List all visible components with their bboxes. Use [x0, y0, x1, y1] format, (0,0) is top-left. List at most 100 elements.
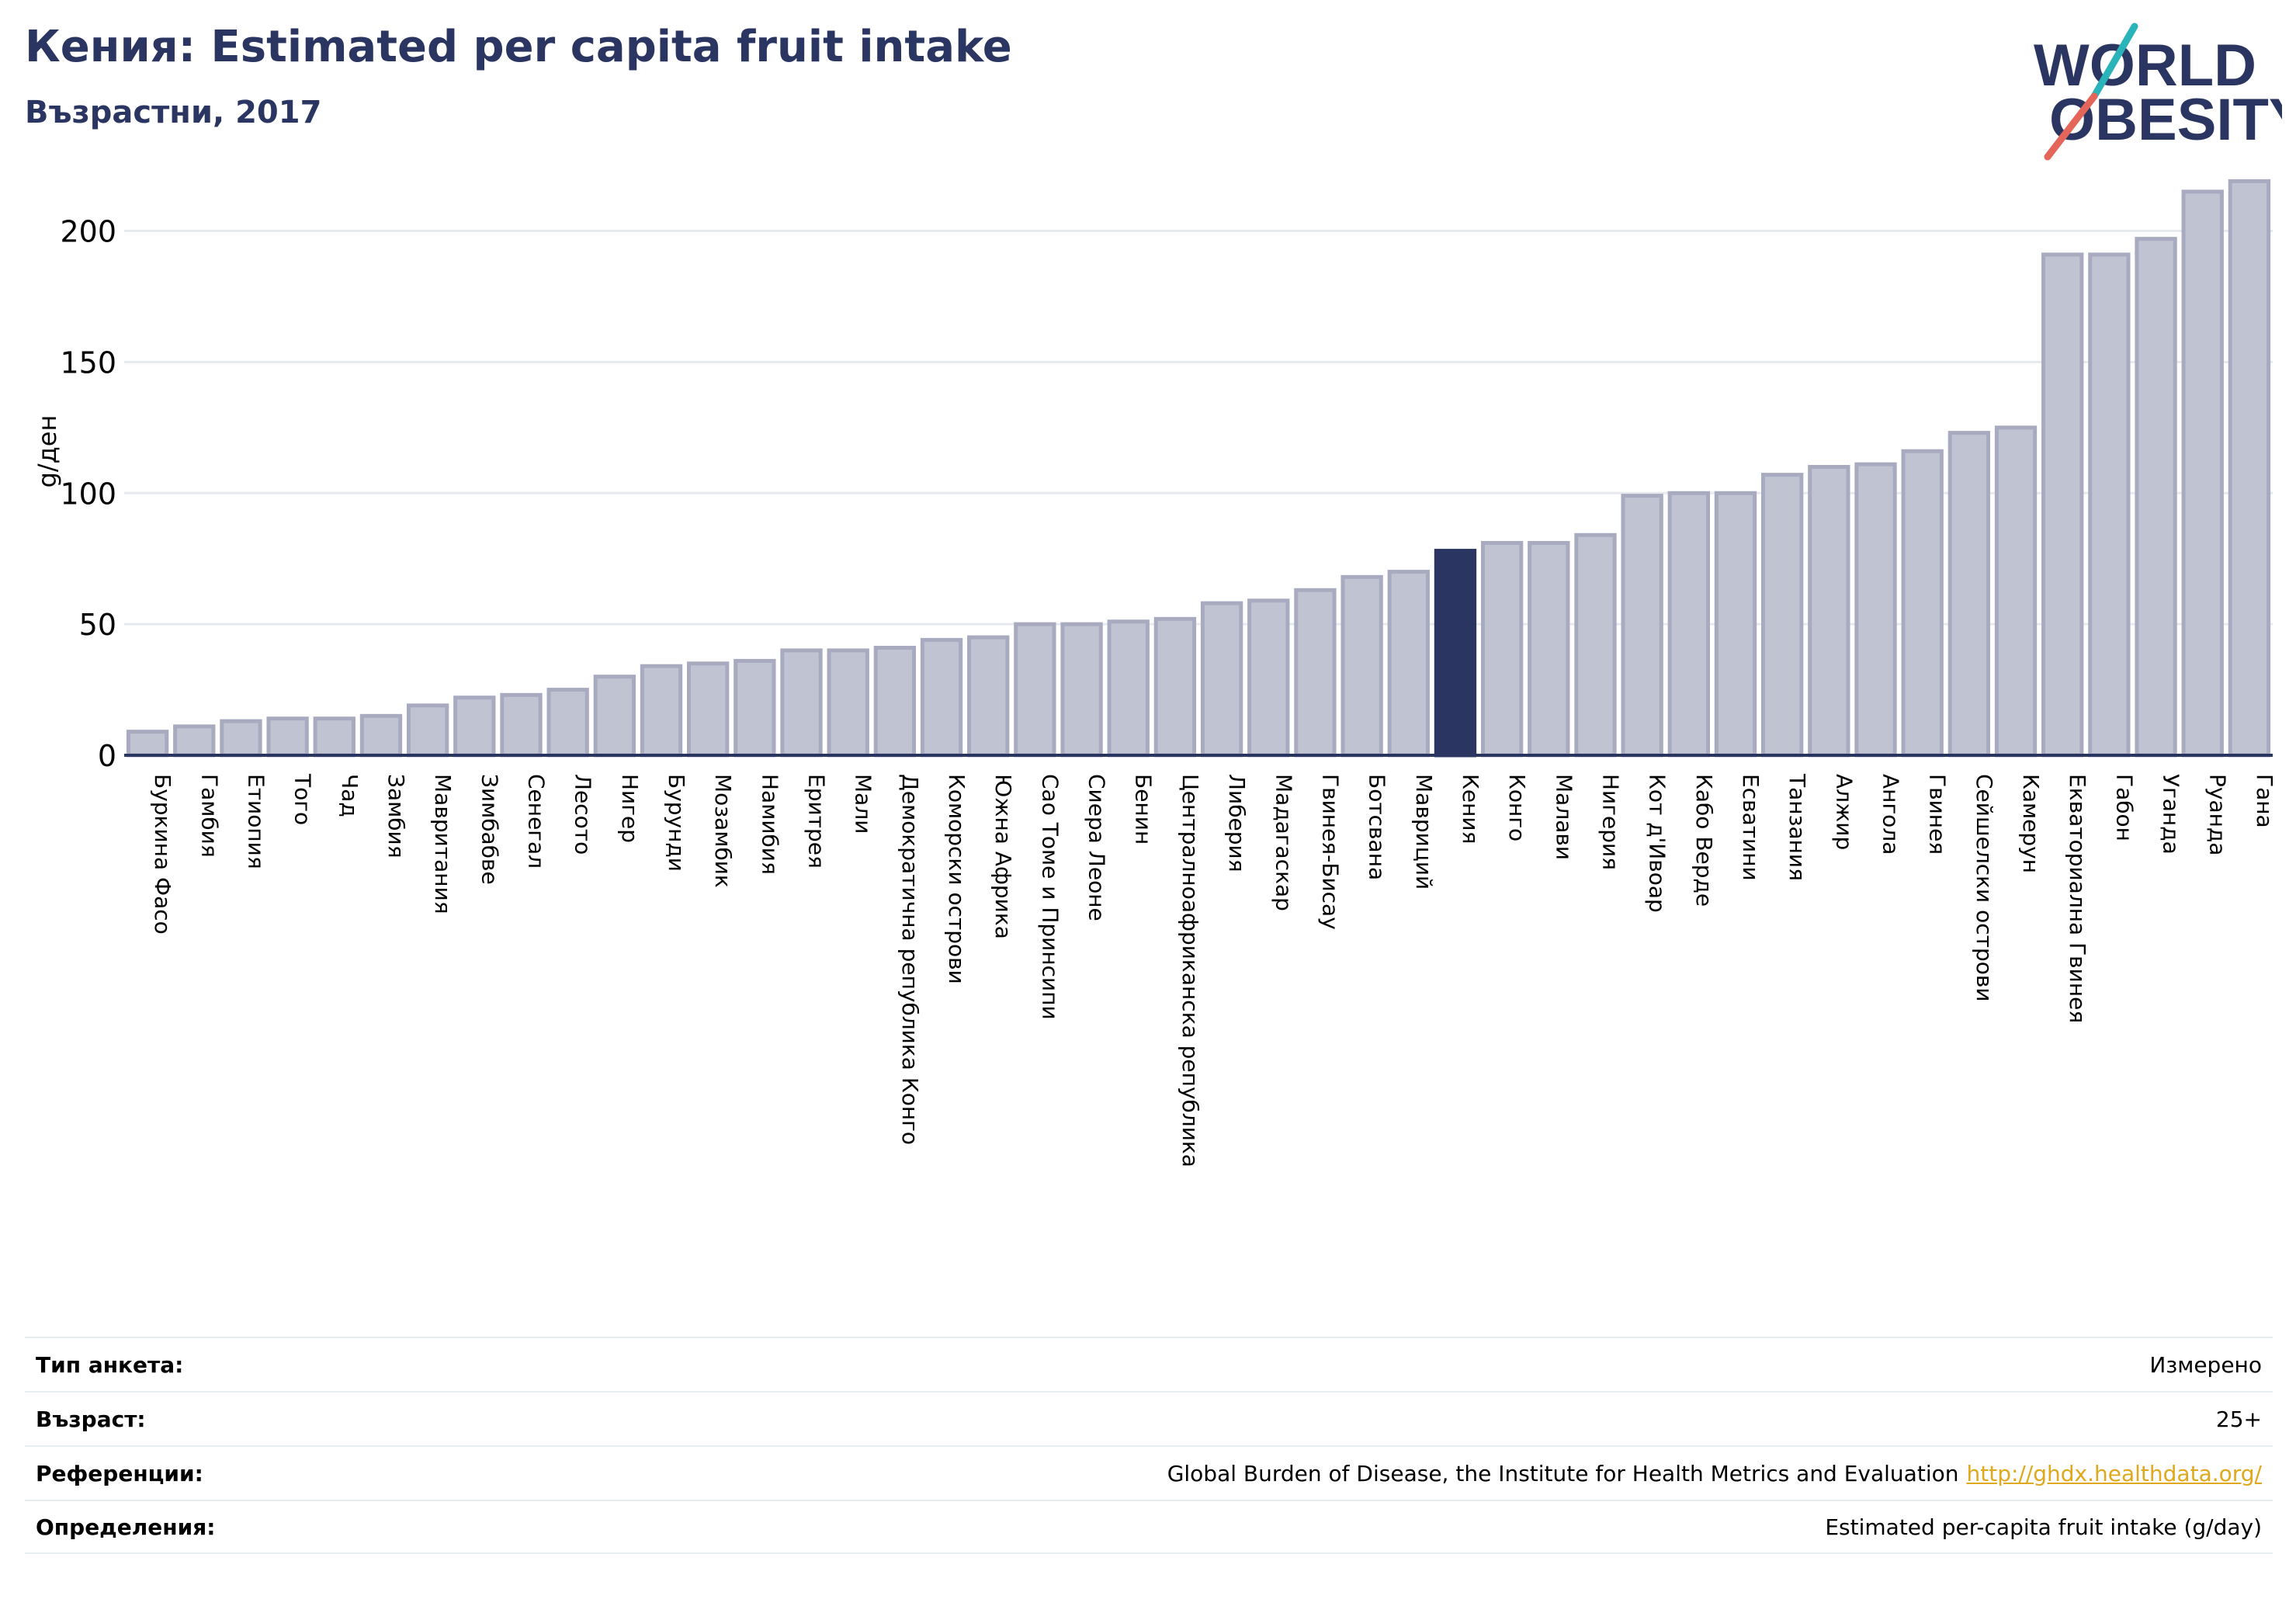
- info-key: Тип анкета:: [36, 1351, 184, 1378]
- chart-subtitle: Възрастни, 2017: [25, 95, 322, 130]
- y-tick-label: 50: [79, 608, 116, 642]
- y-tick-label: 0: [98, 739, 116, 773]
- bar: [1947, 431, 1991, 758]
- y-tick-label: 100: [60, 477, 116, 511]
- x-tick-label: Камерун: [2018, 774, 2044, 873]
- bar: [687, 661, 730, 758]
- y-axis-label: g/ден: [33, 415, 62, 488]
- x-tick-label: Еритрея: [804, 774, 830, 869]
- x-tick-label: Кот д'Ивоар: [1645, 774, 1670, 913]
- x-tick-label: Того: [290, 773, 316, 825]
- bar: [1761, 473, 1804, 758]
- bar: [1854, 462, 1897, 758]
- bar: [1060, 622, 1103, 758]
- bar: [2228, 179, 2271, 758]
- bar: [593, 675, 636, 758]
- bar: [1107, 619, 1150, 758]
- x-tick-label: Уганда: [2159, 774, 2184, 855]
- x-tick-label: Сенегал: [523, 774, 549, 869]
- bar: [220, 719, 262, 758]
- bar: [967, 635, 1010, 758]
- x-tick-label: Есватини: [1738, 774, 1764, 881]
- x-tick-label: Нигерия: [1597, 774, 1623, 870]
- bar: [313, 716, 355, 758]
- x-tick-label: Кабо Верде: [1691, 774, 1717, 907]
- x-tick-label: Танзания: [1784, 773, 1810, 881]
- bar: [1387, 570, 1430, 758]
- bar-chart: 0 50 100 150 200 g/ден Буркина Фасо Гамбия Етиоп…: [33, 179, 2277, 1167]
- bar: [126, 730, 169, 758]
- bar: [1994, 425, 2038, 758]
- info-key: Възраст:: [36, 1406, 146, 1432]
- x-tick-label: Ангола: [1878, 774, 1904, 855]
- bar: [1153, 616, 1197, 758]
- bar: [453, 695, 496, 758]
- bar: [546, 688, 589, 758]
- bar: [2135, 237, 2177, 758]
- bar: [1528, 540, 1570, 758]
- x-tick-label: Конго: [1504, 774, 1530, 841]
- x-tick-label: Демократична република Конго: [897, 774, 923, 1145]
- x-tick-label: Мавритания: [430, 774, 456, 914]
- info-row-survey-type: Тип анкета: Измерено: [25, 1337, 2273, 1391]
- x-tick-label: Ботсвана: [1365, 774, 1390, 880]
- bar: [1667, 491, 1710, 758]
- x-tick-label: Лесото: [571, 774, 596, 855]
- bar: [1621, 494, 1663, 758]
- info-value-group: Global Burden of Disease, the Institute …: [1167, 1461, 2262, 1486]
- x-tick-label: Кения: [1458, 774, 1483, 844]
- bar: [640, 664, 683, 758]
- bar: [920, 637, 963, 758]
- x-tick-label: Замбия: [383, 774, 409, 858]
- x-tick-label: Либерия: [1224, 774, 1250, 872]
- y-tick-label: 200: [60, 215, 116, 249]
- info-row-definitions: Определения: Estimated per-capita fruit …: [25, 1500, 2273, 1554]
- x-tick-label: Гвинея-Бисау: [1317, 774, 1343, 930]
- x-tick-label: Мали: [851, 774, 876, 834]
- info-key: Референции:: [36, 1460, 203, 1486]
- bar: [734, 658, 776, 758]
- bar: [1574, 532, 1617, 758]
- x-tick-label: Нигер: [617, 774, 643, 843]
- x-tick-label: Сиера Леоне: [1084, 774, 1110, 921]
- info-value: Global Burden of Disease, the Institute …: [1167, 1460, 1959, 1486]
- x-tick-label: Бенин: [1131, 774, 1157, 845]
- world-obesity-logo: WORLD OBESITY: [2034, 23, 2282, 161]
- bar: [873, 646, 917, 758]
- logo-slash-coral: [2044, 92, 2098, 161]
- bar: [266, 716, 309, 758]
- x-tick-label: Руанда: [2205, 774, 2231, 855]
- x-tick-label: Мозамбик: [710, 774, 736, 888]
- bar: [1340, 574, 1383, 758]
- bar-highlight: [1434, 549, 1477, 758]
- info-table: Тип анкета: Измерено Възраст: 25+ Рефере…: [25, 1337, 2273, 1554]
- x-tick-label: Етиопия: [243, 774, 269, 869]
- info-row-age: Възраст: 25+: [25, 1391, 2273, 1445]
- x-tick-label: Гана: [2252, 774, 2277, 828]
- bar: [1480, 540, 1524, 758]
- info-value: Estimated per-capita fruit intake (g/day…: [1825, 1514, 2262, 1540]
- info-value: Измерено: [2149, 1351, 2262, 1378]
- x-tick-label: Алжир: [1831, 774, 1857, 850]
- bar: [2088, 252, 2131, 758]
- bar: [500, 692, 543, 758]
- x-tick-label: Зимбабве: [477, 774, 502, 885]
- bar: [1294, 588, 1337, 758]
- x-tick-label: Екваториална Гвинея: [2065, 774, 2090, 1023]
- info-row-references: Референции: Global Burden of Disease, th…: [25, 1445, 2273, 1500]
- x-tick-label: Мавриций: [1411, 774, 1437, 890]
- bar: [780, 648, 823, 758]
- logo-text-world: WORLD: [2034, 33, 2256, 99]
- y-tick-label: 150: [60, 345, 116, 380]
- reference-link[interactable]: http://ghdx.healthdata.org/: [1966, 1460, 2262, 1486]
- bar: [827, 648, 869, 758]
- x-tick-label: Гамбия: [196, 774, 222, 858]
- x-tick-label: Коморски острови: [944, 774, 969, 984]
- chart-title: Кения: Estimated per capita fruit intake: [25, 22, 1012, 72]
- x-tick-label: Габон: [2111, 774, 2137, 841]
- info-value: 25+: [2215, 1406, 2262, 1432]
- bar: [2181, 189, 2224, 758]
- x-tick-label: Гвинея: [1925, 774, 1951, 855]
- bar: [1901, 449, 1944, 758]
- bar: [1200, 601, 1243, 758]
